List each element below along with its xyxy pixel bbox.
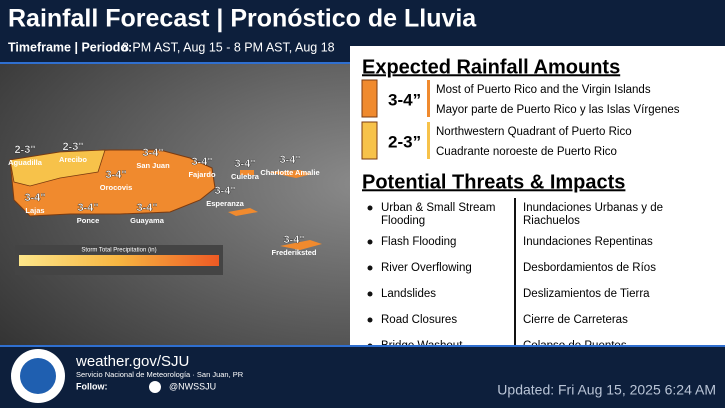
website: weather.gov/SJU [75, 353, 189, 370]
threat-english: Landslides [381, 288, 436, 300]
st-thomas [268, 170, 312, 178]
map-place: Fajardo [188, 170, 216, 179]
bullet [367, 205, 373, 211]
updated: Updated: Fri Aug 15, 2025 6:24 AM [497, 382, 716, 398]
culebra [240, 170, 254, 175]
text-line: Flooding [381, 215, 425, 227]
social-icon [149, 381, 161, 393]
map-amount: 3-4" [234, 158, 255, 170]
puerto-rico-yellow [9, 149, 106, 187]
map-place: Frederiksted [271, 248, 316, 257]
threat-english: River Overflowing [381, 262, 472, 274]
rainfall-swatch [361, 79, 378, 118]
threats-title: Potential Threats & Impacts [362, 171, 625, 193]
map-place: Arecibo [59, 155, 87, 164]
rainfall-amount: 2-3” [388, 132, 421, 151]
rainfall-spanish: Mayor parte de Puerto Rico y las Islas V… [436, 104, 680, 116]
handle: @NWSSJU [169, 381, 216, 391]
title: Rainfall Forecast | Pronóstico de Lluvia [8, 5, 477, 33]
threat-english: Flash Flooding [381, 236, 456, 248]
map-amount: 3-4" [283, 234, 304, 246]
footer-rule [0, 345, 725, 347]
legend-scale [19, 255, 219, 266]
legend-title: Storm Total Precipitation (in) [81, 248, 156, 254]
map-amount: 3-4" [77, 202, 98, 214]
threat-spanish: Deslizamientos de Tierra [523, 288, 650, 300]
threat-spanish: Desbordamientos de Ríos [523, 262, 656, 274]
footer-band [0, 345, 725, 408]
map-place: Esperanza [206, 199, 244, 208]
map-place: Aguadilla [8, 158, 43, 167]
text-line: Urban & Small Stream [381, 202, 495, 214]
info-panel [350, 46, 725, 368]
timeframe: 8 PM AST, Aug 15 - 8 PM AST, Aug 18 [122, 40, 335, 54]
rainfall-amount: 3-4” [388, 90, 421, 109]
vieques [228, 208, 258, 216]
rainfall-bar [427, 122, 430, 159]
rainfall-english: Most of Puerto Rico and the Virgin Islan… [436, 84, 651, 96]
map-amount: 3-4" [24, 192, 45, 204]
map-amount: 2-3" [62, 141, 83, 153]
rainfall-bar [427, 80, 430, 117]
map-amount: 2-3" [14, 144, 35, 156]
bullet [367, 291, 373, 297]
map-amount: 3-4" [191, 156, 212, 168]
threat-english: Urban & Small Stream Flooding [381, 202, 495, 227]
timeframe-label: Timeframe | Periodo: [8, 40, 132, 54]
map-amount: 3-4" [136, 202, 157, 214]
threat-spanish: Inundaciones Urbanas y de Riachuelos [523, 202, 663, 227]
map-place: Ponce [77, 216, 100, 225]
text-line: Inundaciones Urbanas y de [523, 202, 663, 214]
rainfall-english: Northwestern Quadrant of Puerto Rico [436, 126, 632, 138]
bullet [367, 265, 373, 271]
map-place: Guayama [130, 216, 165, 225]
map-place: Lajas [25, 206, 44, 215]
threat-spanish: Inundaciones Repentinas [523, 236, 653, 248]
threat-spanish: Cierre de Carreteras [523, 314, 628, 326]
rainfall-spanish: Cuadrante noroeste de Puerto Rico [436, 146, 617, 158]
follow: Follow: [76, 381, 108, 391]
st-croix [280, 240, 322, 250]
map-amount: 3-4" [279, 154, 300, 166]
office: Servicio Nacional de Meteorología · San … [76, 370, 244, 379]
map-place: Charlotte Amalie [260, 168, 319, 177]
threat-english: Road Closures [381, 314, 457, 326]
bullet [367, 317, 373, 323]
map-amount: 3-4" [105, 169, 126, 181]
map-place: San Juan [136, 161, 170, 170]
rainfall-title: Expected Rainfall Amounts [362, 56, 620, 78]
map-amount: 3-4" [214, 185, 235, 197]
bullet [367, 239, 373, 245]
threats-divider [514, 198, 516, 358]
map-amount: 3-4" [142, 147, 163, 159]
text-line: Riachuelos [523, 215, 580, 227]
map-place: Culebra [231, 172, 260, 181]
rainfall-swatch [361, 121, 378, 160]
map-place: Orocovis [100, 183, 133, 192]
nws-logo-inner [20, 358, 56, 394]
